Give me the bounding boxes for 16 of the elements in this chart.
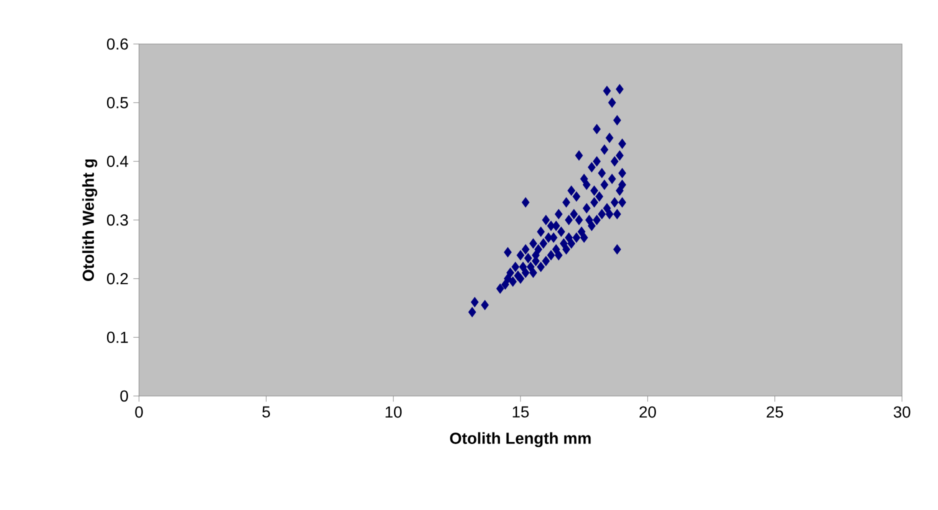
x-tick-label: 5 [262,406,270,418]
x-tick-label: 20 [640,406,656,418]
x-tick-label: 30 [894,406,910,418]
y-tick-label: 0.3 [106,214,128,226]
y-tick-label: 0.5 [106,97,128,108]
y-tick-label: 0.6 [106,38,128,50]
y-tick-label: 0.2 [106,273,128,284]
x-tick-label: 25 [766,406,784,418]
y-tick-label: 0.4 [106,156,128,167]
y-axis-title: Otolith Weight g [82,159,98,281]
x-axis-title: Otolith Length mm [450,432,591,448]
y-tick-label: 0 [120,390,128,402]
x-tick-label: 0 [135,406,143,418]
x-tick-label: 10 [386,406,402,418]
y-tick-label: 0.1 [106,332,128,343]
x-tick-label: 15 [512,406,529,418]
